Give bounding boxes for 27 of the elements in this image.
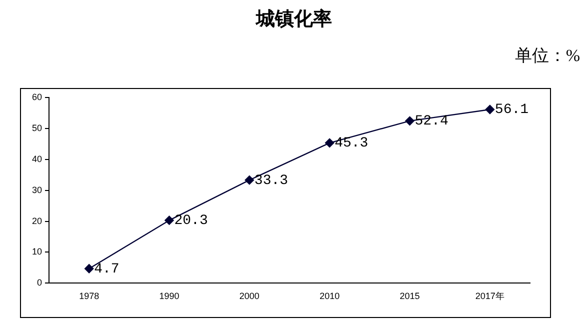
data-label: 56.1: [494, 102, 529, 118]
data-label: 4.7: [94, 261, 120, 278]
point: [405, 116, 414, 126]
point: [324, 138, 334, 148]
data-label: 20.3: [174, 213, 208, 230]
point: [84, 264, 94, 274]
data-label: 33.3: [254, 172, 288, 189]
y-tick-label: 60: [32, 92, 42, 102]
y-tick-label: 30: [32, 184, 42, 195]
x-tick-label: 2017年: [475, 291, 504, 302]
data-label: 52.4: [414, 114, 448, 130]
y-tick-label: 0: [36, 278, 42, 288]
x-tick-label: 1978: [79, 291, 100, 302]
data-label: 45.3: [334, 136, 368, 152]
x-tick-label: 2000: [239, 291, 260, 302]
y-tick-label: 50: [32, 122, 42, 133]
point: [164, 216, 174, 225]
point: [485, 104, 495, 114]
y-tick-label: 10: [32, 246, 42, 257]
text: 单位：%: [514, 45, 580, 67]
chart-title: 城镇化率: [254, 8, 333, 32]
x-tick-label: 1990: [159, 291, 180, 302]
y-tick-label: 40: [32, 154, 42, 164]
y-tick-label: 20: [32, 216, 42, 226]
x-tick-label: 2010: [320, 291, 340, 302]
point: [244, 175, 254, 185]
x-tick-label: 2015: [400, 291, 420, 302]
